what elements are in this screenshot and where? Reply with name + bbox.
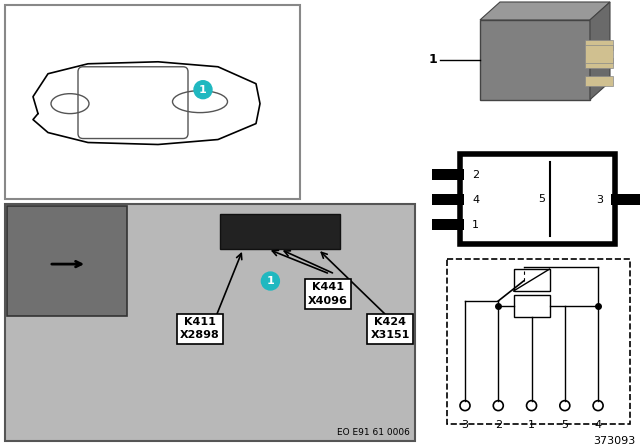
Circle shape (194, 81, 212, 99)
Bar (513, 295, 550, 317)
Text: 1: 1 (472, 220, 479, 230)
Text: 1: 1 (428, 53, 437, 66)
Text: 1: 1 (528, 420, 535, 430)
Circle shape (261, 272, 280, 290)
Bar (513, 269, 550, 291)
Bar (447, 259, 630, 423)
Text: K441
X4096: K441 X4096 (308, 282, 348, 306)
Text: 373093: 373093 (593, 435, 635, 445)
Text: 2: 2 (472, 170, 479, 181)
Bar (585, 58, 613, 68)
Bar (5, 204, 415, 441)
Polygon shape (480, 2, 610, 20)
Text: 5: 5 (561, 420, 568, 430)
Text: 2: 2 (495, 420, 502, 430)
Text: 4: 4 (595, 420, 602, 430)
Bar (611, 194, 640, 205)
Bar (7, 206, 127, 316)
Text: K424
X3151: K424 X3151 (371, 317, 410, 340)
Bar (220, 214, 340, 249)
Bar (585, 76, 613, 86)
Text: 3: 3 (461, 420, 468, 430)
Bar (585, 40, 613, 50)
Polygon shape (590, 2, 610, 99)
Text: 5: 5 (538, 194, 545, 204)
Bar (480, 20, 590, 99)
Text: 1: 1 (266, 276, 275, 286)
Text: EO E91 61 0006: EO E91 61 0006 (337, 427, 410, 436)
Text: 4: 4 (472, 195, 479, 205)
Bar (432, 169, 464, 181)
Text: K411
X2898: K411 X2898 (180, 317, 220, 340)
Text: 1: 1 (199, 85, 207, 95)
Bar (432, 219, 464, 230)
Bar (460, 155, 615, 244)
Bar (432, 194, 464, 205)
Bar (5, 5, 300, 199)
Text: 3: 3 (596, 195, 603, 205)
Bar (585, 45, 613, 63)
